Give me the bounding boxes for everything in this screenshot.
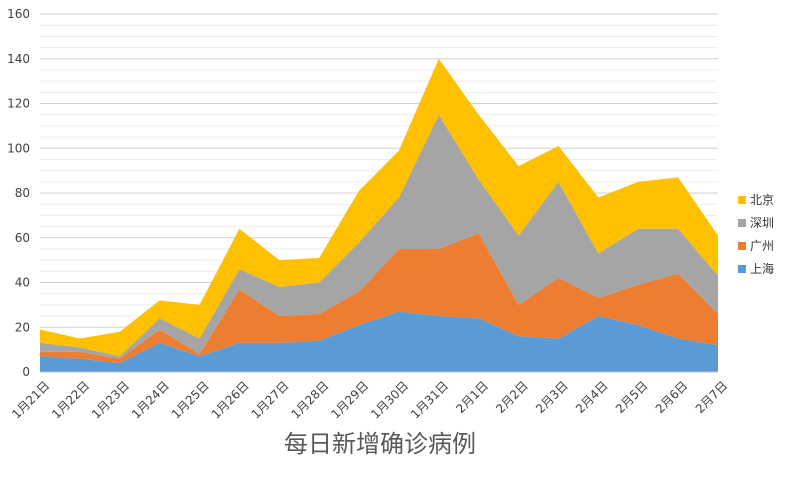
area-series-3 (40, 114, 718, 359)
x-tick-label: 1月30日 (368, 378, 411, 421)
x-tick-label: 1月24日 (129, 378, 172, 421)
y-tick-label: 80 (15, 186, 30, 200)
y-tick-label: 100 (7, 141, 30, 155)
area-series (40, 58, 718, 372)
y-tick-label: 20 (15, 320, 30, 334)
y-tick-label: 0 (22, 365, 30, 379)
x-tick-label: 1月29日 (328, 378, 371, 421)
y-tick-label: 140 (7, 52, 30, 66)
x-tick-label: 2月7日 (693, 378, 731, 416)
x-tick-label: 1月27日 (249, 378, 292, 421)
y-tick-label: 40 (15, 276, 30, 290)
x-tick-label: 1月25日 (169, 378, 212, 421)
y-tick-label: 60 (15, 231, 30, 245)
x-tick-label: 1月21日 (9, 378, 52, 421)
area-series-2 (40, 233, 718, 364)
x-tick-label: 2月4日 (573, 378, 611, 416)
x-tick-label: 1月26日 (209, 378, 252, 421)
x-tick-label: 1月22日 (49, 378, 92, 421)
legend-label: 深圳 (750, 216, 774, 230)
x-tick-label: 1月31日 (408, 378, 451, 421)
legend-label: 北京 (750, 193, 774, 207)
x-tick-label: 2月1日 (453, 378, 491, 416)
area-series-1 (40, 311, 718, 372)
x-tick-label: 2月3日 (533, 378, 571, 416)
x-tick-label: 1月23日 (89, 378, 132, 421)
chart-title: 每日新增确诊病例 (284, 430, 476, 458)
area-series-4 (40, 58, 718, 357)
legend-swatch (738, 219, 746, 227)
legend-label: 上海 (750, 261, 774, 276)
x-tick-label: 2月5日 (613, 378, 651, 416)
legend-swatch (738, 242, 746, 250)
legend-label: 广州 (750, 239, 774, 253)
legend-swatch (738, 265, 746, 273)
y-tick-label: 120 (7, 97, 30, 111)
legend-swatch (738, 196, 746, 204)
x-tick-label: 2月2日 (493, 378, 531, 416)
x-tick-label: 1月28日 (288, 378, 331, 421)
y-tick-label: 160 (7, 7, 30, 21)
x-tick-label: 2月6日 (653, 378, 691, 416)
